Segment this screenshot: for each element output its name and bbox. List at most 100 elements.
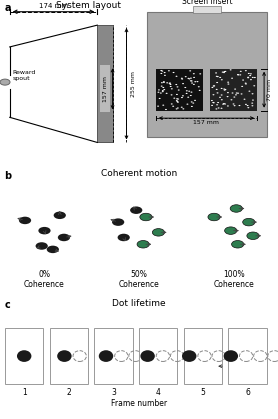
Circle shape <box>247 232 259 240</box>
Circle shape <box>227 83 229 85</box>
Circle shape <box>176 94 178 95</box>
Circle shape <box>190 80 192 81</box>
Circle shape <box>168 70 170 71</box>
Circle shape <box>234 88 236 90</box>
Circle shape <box>190 95 192 96</box>
Circle shape <box>199 90 201 91</box>
Circle shape <box>17 350 31 362</box>
Circle shape <box>224 90 226 91</box>
Bar <box>210 69 257 111</box>
Circle shape <box>182 83 184 84</box>
Text: Coherent motion: Coherent motion <box>101 169 177 178</box>
Circle shape <box>225 227 237 234</box>
Circle shape <box>252 93 254 94</box>
Circle shape <box>187 78 189 79</box>
Circle shape <box>239 105 240 106</box>
Circle shape <box>199 73 201 75</box>
Circle shape <box>175 84 177 85</box>
Circle shape <box>157 106 159 107</box>
Circle shape <box>250 73 252 75</box>
Circle shape <box>194 100 196 101</box>
Circle shape <box>175 76 177 77</box>
Bar <box>228 328 267 384</box>
Circle shape <box>223 72 225 73</box>
Circle shape <box>217 76 219 77</box>
Circle shape <box>193 84 195 85</box>
Circle shape <box>187 97 189 98</box>
Circle shape <box>58 234 70 241</box>
Circle shape <box>223 88 225 90</box>
Circle shape <box>164 75 166 76</box>
Bar <box>147 12 267 137</box>
Circle shape <box>230 99 232 101</box>
Circle shape <box>245 83 247 85</box>
Circle shape <box>245 83 247 84</box>
Circle shape <box>223 103 225 104</box>
Circle shape <box>185 76 187 77</box>
Circle shape <box>164 72 166 73</box>
Circle shape <box>237 93 239 94</box>
Circle shape <box>240 93 242 95</box>
Text: Reward
spout: Reward spout <box>13 70 36 81</box>
Circle shape <box>216 89 218 90</box>
Circle shape <box>235 94 237 96</box>
Circle shape <box>158 89 160 91</box>
Text: b: b <box>4 171 11 181</box>
Circle shape <box>251 103 253 104</box>
Text: c: c <box>4 300 10 310</box>
Bar <box>97 25 113 142</box>
Circle shape <box>219 97 221 98</box>
Circle shape <box>162 90 164 91</box>
Circle shape <box>140 213 152 221</box>
Circle shape <box>212 94 214 96</box>
Circle shape <box>172 106 174 107</box>
Circle shape <box>239 74 241 75</box>
Circle shape <box>216 76 218 77</box>
Circle shape <box>173 72 175 73</box>
Circle shape <box>249 75 251 76</box>
Circle shape <box>252 77 254 78</box>
Circle shape <box>173 98 175 99</box>
Circle shape <box>227 82 229 83</box>
Circle shape <box>197 81 198 82</box>
Text: 50%
Coherence: 50% Coherence <box>119 270 159 289</box>
Bar <box>184 328 222 384</box>
Text: Dot lifetime: Dot lifetime <box>112 299 166 308</box>
Text: 174 mm: 174 mm <box>39 3 68 9</box>
Bar <box>94 328 133 384</box>
Circle shape <box>187 103 188 105</box>
Circle shape <box>252 99 254 101</box>
Circle shape <box>254 77 256 78</box>
Text: 1: 1 <box>22 388 27 397</box>
Bar <box>139 328 177 384</box>
Circle shape <box>245 104 247 105</box>
Circle shape <box>232 241 244 248</box>
Circle shape <box>208 213 220 221</box>
Bar <box>50 328 88 384</box>
Circle shape <box>165 109 167 110</box>
Circle shape <box>227 92 229 93</box>
Circle shape <box>234 105 235 106</box>
Circle shape <box>160 70 162 71</box>
Circle shape <box>237 74 239 75</box>
Circle shape <box>191 83 193 84</box>
Circle shape <box>163 81 165 83</box>
Text: 3: 3 <box>111 388 116 397</box>
Circle shape <box>234 96 235 98</box>
Circle shape <box>118 234 130 241</box>
Circle shape <box>211 105 213 106</box>
Circle shape <box>215 72 217 73</box>
Circle shape <box>186 90 188 91</box>
Circle shape <box>157 92 159 93</box>
Circle shape <box>181 106 183 108</box>
Text: 100%
Coherence: 100% Coherence <box>213 270 254 289</box>
Circle shape <box>112 218 124 226</box>
Circle shape <box>251 105 253 106</box>
Circle shape <box>162 105 164 106</box>
Circle shape <box>140 350 155 362</box>
Circle shape <box>227 96 229 97</box>
Circle shape <box>137 241 149 248</box>
Circle shape <box>222 103 224 105</box>
Text: 70 mm: 70 mm <box>267 79 272 101</box>
Circle shape <box>247 105 249 106</box>
